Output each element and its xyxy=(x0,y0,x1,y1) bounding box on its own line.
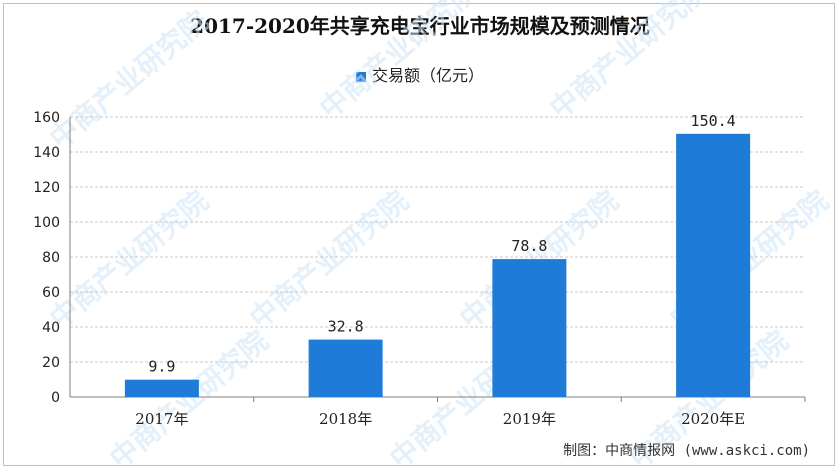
data-label: 32.8 xyxy=(328,318,364,336)
x-tick-label: 2018年 xyxy=(319,410,372,428)
y-tick-label: 20 xyxy=(42,355,60,371)
data-label: 78.8 xyxy=(511,237,547,255)
x-tick-label: 2017年 xyxy=(135,410,188,428)
watermark-text: 中商产业研究院 xyxy=(103,324,274,471)
watermark-text: 中商产业研究院 xyxy=(313,0,484,125)
watermark-text: 中商产业研究院 xyxy=(543,0,714,125)
bar xyxy=(308,339,383,397)
y-tick-label: 40 xyxy=(42,320,60,336)
x-tick-label: 2020年E xyxy=(681,410,745,428)
chart-title: 2017-2020年共享充电宝行业市场规模及预测情况 xyxy=(190,14,650,38)
bar xyxy=(676,133,751,398)
y-tick-label: 0 xyxy=(51,390,60,406)
bar xyxy=(492,259,567,397)
x-tick-label: 2019年 xyxy=(503,410,556,428)
legend-label: 交易额（亿元） xyxy=(371,66,484,85)
y-tick-label: 160 xyxy=(33,110,60,126)
watermark-text: 中商产业研究院 xyxy=(43,184,214,335)
y-tick-label: 80 xyxy=(42,250,60,266)
data-label: 150.4 xyxy=(691,112,736,130)
y-tick-label: 60 xyxy=(42,285,60,301)
y-tick-label: 140 xyxy=(33,145,60,161)
watermark-text: 中商产业研究院 xyxy=(43,4,214,155)
source-footer: 制图：中商情报网 (www.askci.com) xyxy=(563,443,810,459)
watermark-text: 中商产业研究院 xyxy=(243,184,414,335)
bar xyxy=(124,379,199,397)
y-tick-label: 120 xyxy=(33,180,60,196)
y-tick-label: 100 xyxy=(33,215,60,231)
chart-legend: 交易额（亿元） xyxy=(0,62,840,86)
legend-swatch xyxy=(355,71,366,82)
data-label: 9.9 xyxy=(148,358,175,376)
